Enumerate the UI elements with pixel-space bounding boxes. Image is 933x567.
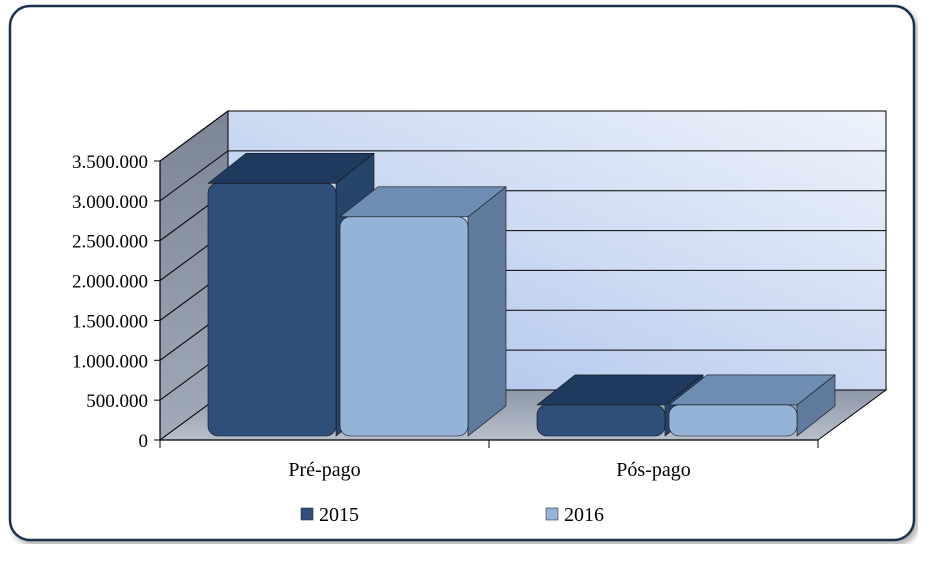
bar-front [668,404,798,437]
bar-front [536,404,666,437]
chart-frame: 0 500.000 1.000.000 1.500.000 2.000.000 2.500… [8,4,918,544]
y-tick-label: 3.000.000 [72,192,148,213]
legend-label: 2015 [319,504,359,526]
legend-marker [300,507,314,521]
y-tick-label: 1.000.000 [72,351,148,372]
plot-area: 0 500.000 1.000.000 1.500.000 2.000.000 2.500… [72,110,888,481]
x-tick-label: Pós-pago [616,459,690,481]
bar-side [467,186,507,437]
bar-front [207,183,337,437]
legend: 2015 2016 [300,504,604,526]
gridline-side [159,150,229,202]
y-tick-label: 2.500.000 [72,232,148,253]
y-tick-label: 0 [139,431,149,452]
legend-marker [545,507,559,521]
gridline-side [159,110,229,162]
y-tick-label: 3.500.000 [72,152,148,173]
bar-front [339,216,469,437]
y-tick-label: 2.000.000 [72,272,148,293]
legend-label: 2016 [564,504,604,526]
y-tick-label: 1.500.000 [72,311,148,332]
bar [668,374,836,437]
bar-chart: 0 500.000 1.000.000 1.500.000 2.000.000 2.500… [8,4,916,542]
y-tick-label: 500.000 [86,391,148,412]
x-tick-label: Pré-pago [288,459,360,481]
bar [339,186,507,437]
